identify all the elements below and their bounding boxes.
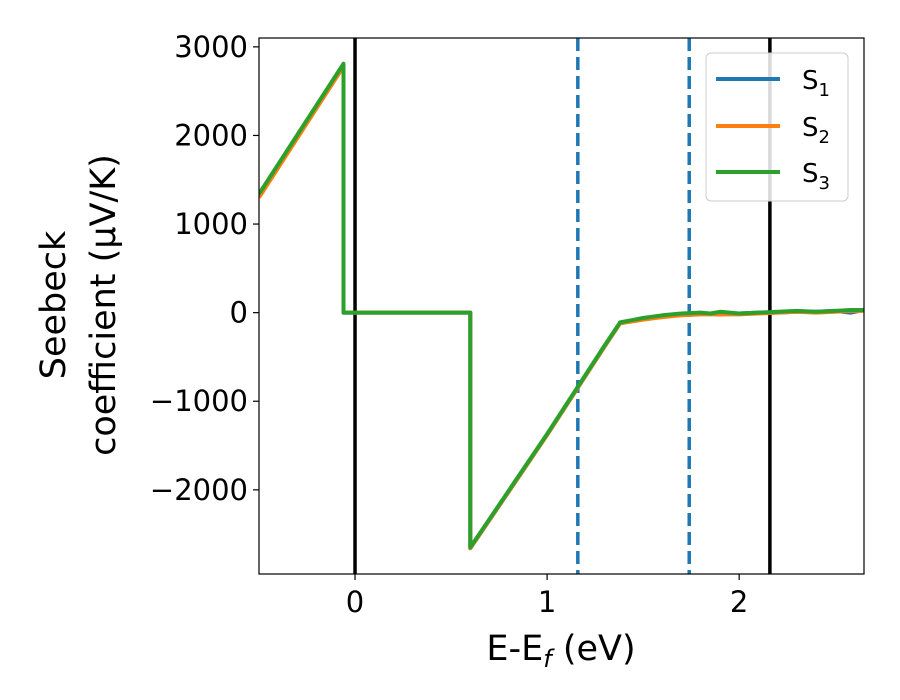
x-axis-label: E-Ef (eV) [486,629,635,673]
x-tick-label: 1 [538,585,556,619]
x-tick-label: 0 [346,585,364,619]
y-tick-label: 0 [230,296,248,330]
y-axis-label: Seebeck coefficient (μV/K) [34,154,124,456]
x-tick-label: 2 [730,585,748,619]
series-lines [259,61,864,551]
y-tick-label: 3000 [174,30,248,64]
legend-label-s2: S2 [802,113,830,148]
legend-label-s1: S1 [802,66,830,101]
y-axis-label-line1: Seebeck [34,230,74,379]
plot-frame [258,37,865,575]
legend-label-s3: S3 [802,159,830,194]
y-axis-label-line2: coefficient (μV/K) [84,154,124,456]
y-axis-ticks: 3000 2000 1000 0 −1000 −2000 [150,30,259,507]
y-tick-label: 2000 [174,118,248,152]
y-tick-label: −2000 [150,473,248,507]
x-axis-ticks: 0 1 2 [346,574,748,619]
y-tick-label: −1000 [150,384,248,418]
series-line-s3 [259,61,864,550]
y-tick-label: 1000 [174,207,248,241]
legend: S1 S2 S3 [705,52,849,202]
